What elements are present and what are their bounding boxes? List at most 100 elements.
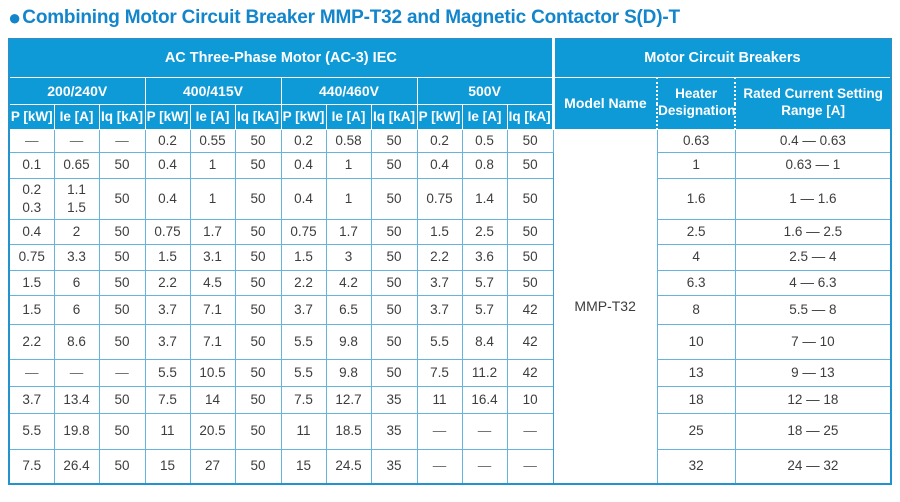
motor-value-cell: 7.1 — [189, 323, 236, 360]
header-voltage-400-415: 400/415V — [144, 76, 282, 105]
motor-value-cell: 1 — [189, 177, 236, 220]
motor-value-cell: 2.5 — [461, 218, 508, 245]
motor-value-cell: 50 — [234, 177, 282, 220]
rated-current-range-cell: 4 — 6.3 — [734, 269, 892, 296]
motor-value-cell: 5.7 — [461, 269, 508, 296]
motor-value-cell: 1.7 — [325, 218, 372, 245]
motor-value-cell: 50 — [98, 323, 146, 360]
motor-value-cell: 1.5 — [144, 243, 191, 271]
header-ie-a: Ie [A] — [325, 103, 372, 130]
motor-value-cell: 15 — [144, 448, 191, 485]
motor-value-cell: 0.65 — [53, 151, 100, 179]
bullet-icon: ● — [8, 5, 22, 30]
motor-value-cell: 0.8 — [461, 151, 508, 179]
table-row: 1.5 6 50 2.2 4.5 50 2.2 4.2 50 3.7 5.7 50 6.3 4 — 6.3 — [8, 269, 892, 296]
motor-value-cell: — — [461, 412, 508, 450]
rated-current-range-cell: 2.5 — 4 — [734, 243, 892, 271]
motor-value-cell: 0.55 — [189, 128, 236, 153]
header-iq-ka: Iq [kA] — [370, 103, 418, 130]
motor-value-cell: 50 — [506, 151, 554, 179]
rated-current-range-cell: 1.6 — 2.5 — [734, 218, 892, 245]
model-name-cell: MMP-T32 — [552, 128, 658, 485]
table-row: 0.75 3.3 50 1.5 3.1 50 1.5 3 50 2.2 3.6 50 4 2.5 — 4 — [8, 243, 892, 271]
motor-value-cell: 50 — [234, 412, 282, 450]
motor-value-cell: 0.2 — [280, 128, 327, 153]
motor-value-cell: 3.7 — [144, 323, 191, 360]
rated-current-range-cell: 0.4 — 0.63 — [734, 128, 892, 153]
header-p-kw: P [kW] — [8, 103, 55, 130]
motor-value-cell: 0.58 — [325, 128, 372, 153]
motor-value-cell: 3.7 — [416, 269, 463, 296]
motor-value-cell: — — [506, 448, 554, 485]
motor-value-cell: 50 — [370, 294, 418, 325]
motor-value-cell: — — [416, 448, 463, 485]
motor-value-cell: 0.2 0.3 — [8, 177, 55, 220]
motor-value-cell: 3.7 — [280, 294, 327, 325]
motor-value-cell: 3.1 — [189, 243, 236, 271]
heater-designation-cell: 13 — [656, 358, 736, 387]
header-iq-ka: Iq [kA] — [506, 103, 554, 130]
motor-value-cell: 42 — [506, 323, 554, 360]
rated-current-range-cell: 9 — 13 — [734, 358, 892, 387]
rated-current-range-cell: 1 — 1.6 — [734, 177, 892, 220]
motor-value-cell: 0.75 — [416, 177, 463, 220]
motor-value-cell: 8.6 — [53, 323, 100, 360]
motor-value-cell: 7.5 — [416, 358, 463, 387]
motor-value-cell: 1 — [189, 151, 236, 179]
motor-value-cell: 16.4 — [461, 385, 508, 414]
motor-value-cell: 50 — [234, 358, 282, 387]
motor-value-cell: 1.5 — [416, 218, 463, 245]
motor-value-cell: 50 — [370, 323, 418, 360]
motor-value-cell: 50 — [370, 358, 418, 387]
header-row-sections: AC Three-Phase Motor (AC-3) IEC Motor Ci… — [8, 38, 892, 78]
heater-designation-cell: 10 — [656, 323, 736, 360]
motor-value-cell: 5.5 — [280, 323, 327, 360]
header-row-voltages: 200/240V 400/415V 440/460V 500V Model Na… — [8, 76, 892, 130]
motor-value-cell: 18.5 — [325, 412, 372, 450]
motor-value-cell: 7.5 — [280, 385, 327, 414]
motor-value-cell: 0.75 — [280, 218, 327, 245]
motor-value-cell: 5.7 — [461, 294, 508, 325]
heater-designation-cell: 8 — [656, 294, 736, 325]
heater-designation-cell: 4 — [656, 243, 736, 271]
motor-value-cell: 5.5 — [416, 323, 463, 360]
motor-value-cell: 24.5 — [325, 448, 372, 485]
heater-designation-cell: 0.63 — [656, 128, 736, 153]
rated-current-range-cell: 0.63 — 1 — [734, 151, 892, 179]
motor-value-cell: 50 — [506, 128, 554, 153]
motor-value-cell: — — [98, 128, 146, 153]
motor-value-cell: 0.2 — [144, 128, 191, 153]
motor-value-cell: — — [416, 412, 463, 450]
header-motor-circuit-breakers: Motor Circuit Breakers — [551, 38, 892, 78]
motor-value-cell: 0.75 — [144, 218, 191, 245]
motor-value-cell: 50 — [234, 128, 282, 153]
motor-value-cell: 2.2 — [8, 323, 55, 360]
motor-value-cell: 6 — [53, 269, 100, 296]
motor-value-cell: 0.4 — [144, 177, 191, 220]
table-row: 5.5 19.8 50 11 20.5 50 11 18.5 35— — —25 18 — 25 — [8, 412, 892, 450]
motor-value-cell: 3.6 — [461, 243, 508, 271]
motor-value-cell: 35 — [370, 385, 418, 414]
motor-value-cell: 15 — [280, 448, 327, 485]
header-voltage-200-240: 200/240V — [8, 76, 146, 105]
motor-value-cell: — — [8, 128, 55, 153]
motor-value-cell: 50 — [370, 243, 418, 271]
heater-designation-cell: 32 — [656, 448, 736, 485]
motor-value-cell: 3.3 — [53, 243, 100, 271]
motor-value-cell: 9.8 — [325, 323, 372, 360]
rated-current-range-cell: 12 — 18 — [734, 385, 892, 414]
motor-value-cell: 11 — [416, 385, 463, 414]
motor-value-cell: 50 — [506, 218, 554, 245]
table-row: — — —5.5 10.5 50 5.5 9.8 50 7.5 11.2 42 13 9 — 13 — [8, 358, 892, 387]
motor-value-cell: 50 — [370, 151, 418, 179]
motor-value-cell: 50 — [98, 243, 146, 271]
motor-value-cell: 35 — [370, 448, 418, 485]
motor-value-cell: 50 — [234, 243, 282, 271]
header-heater-designation: Heater Designation — [656, 76, 736, 130]
motor-value-cell: 0.4 — [416, 151, 463, 179]
table-row: 7.5 26.4 50 15 27 50 15 24.5 35— — —32 24 — 32 — [8, 448, 892, 485]
motor-value-cell: 50 — [234, 323, 282, 360]
motor-value-cell: — — [53, 128, 100, 153]
motor-value-cell: 1.5 — [8, 294, 55, 325]
motor-value-cell: 4.5 — [189, 269, 236, 296]
